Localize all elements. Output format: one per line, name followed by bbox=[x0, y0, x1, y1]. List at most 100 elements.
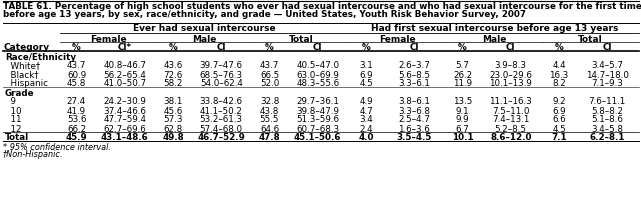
Text: 2.5–4.7: 2.5–4.7 bbox=[398, 116, 430, 124]
Text: Total: Total bbox=[578, 34, 603, 44]
Text: 45.6: 45.6 bbox=[163, 107, 183, 116]
Text: 45.1–50.6: 45.1–50.6 bbox=[294, 133, 342, 143]
Text: 11.1–16.3: 11.1–16.3 bbox=[489, 97, 532, 107]
Text: 56.2–65.4: 56.2–65.4 bbox=[103, 70, 146, 80]
Text: 60.7–68.3: 60.7–68.3 bbox=[296, 124, 339, 133]
Text: 6.9: 6.9 bbox=[359, 70, 373, 80]
Text: 52.0: 52.0 bbox=[260, 80, 279, 89]
Text: 4.9: 4.9 bbox=[359, 97, 373, 107]
Text: CI: CI bbox=[603, 44, 612, 53]
Text: 6.2–8.1: 6.2–8.1 bbox=[590, 133, 625, 143]
Text: 7.1–9.3: 7.1–9.3 bbox=[591, 80, 623, 89]
Text: 7.5–11.0: 7.5–11.0 bbox=[492, 107, 529, 116]
Text: 6.6: 6.6 bbox=[552, 116, 566, 124]
Text: %: % bbox=[265, 44, 274, 53]
Text: 14.7–18.0: 14.7–18.0 bbox=[586, 70, 629, 80]
Text: 72.6: 72.6 bbox=[163, 70, 183, 80]
Text: 41.9: 41.9 bbox=[67, 107, 86, 116]
Text: 41.1–50.2: 41.1–50.2 bbox=[200, 107, 243, 116]
Text: 11.9: 11.9 bbox=[453, 80, 472, 89]
Text: 45.9: 45.9 bbox=[65, 133, 87, 143]
Text: 41.0–50.7: 41.0–50.7 bbox=[103, 80, 146, 89]
Text: Category: Category bbox=[3, 44, 49, 53]
Text: 4.7: 4.7 bbox=[359, 107, 373, 116]
Text: 5.1–8.6: 5.1–8.6 bbox=[591, 116, 623, 124]
Text: Female: Female bbox=[90, 34, 126, 44]
Text: 3.1: 3.1 bbox=[359, 61, 373, 70]
Text: 37.4–46.6: 37.4–46.6 bbox=[103, 107, 146, 116]
Text: 5.8–8.2: 5.8–8.2 bbox=[591, 107, 623, 116]
Text: 9.9: 9.9 bbox=[456, 116, 469, 124]
Text: 51.3–59.6: 51.3–59.6 bbox=[296, 116, 339, 124]
Text: CI: CI bbox=[410, 44, 419, 53]
Text: %: % bbox=[554, 44, 563, 53]
Text: 3.3–6.8: 3.3–6.8 bbox=[398, 107, 430, 116]
Text: 63.0–69.9: 63.0–69.9 bbox=[296, 70, 339, 80]
Text: 38.1: 38.1 bbox=[163, 97, 183, 107]
Text: 10.1–13.9: 10.1–13.9 bbox=[489, 80, 532, 89]
Text: Black†: Black† bbox=[5, 70, 38, 80]
Text: 4.5: 4.5 bbox=[359, 80, 373, 89]
Text: 54.0–62.4: 54.0–62.4 bbox=[200, 80, 243, 89]
Text: 39.7–47.6: 39.7–47.6 bbox=[200, 61, 243, 70]
Text: Hispanic: Hispanic bbox=[5, 80, 48, 89]
Text: 57.3: 57.3 bbox=[163, 116, 183, 124]
Text: 48.3–55.6: 48.3–55.6 bbox=[296, 80, 339, 89]
Text: CI: CI bbox=[506, 44, 515, 53]
Text: 9.1: 9.1 bbox=[456, 107, 469, 116]
Text: 8.2: 8.2 bbox=[552, 80, 566, 89]
Text: CI: CI bbox=[217, 44, 226, 53]
Text: 26.2: 26.2 bbox=[453, 70, 472, 80]
Text: %: % bbox=[72, 44, 81, 53]
Text: Female: Female bbox=[379, 34, 416, 44]
Text: 2.6–3.7: 2.6–3.7 bbox=[398, 61, 430, 70]
Text: 6.9: 6.9 bbox=[552, 107, 566, 116]
Text: before age 13 years, by sex, race/ethnicity, and grade — United States, Youth Ri: before age 13 years, by sex, race/ethnic… bbox=[3, 10, 526, 19]
Text: Race/Ethnicity: Race/Ethnicity bbox=[5, 53, 76, 61]
Text: Grade: Grade bbox=[5, 89, 35, 97]
Text: 2.4: 2.4 bbox=[359, 124, 373, 133]
Text: 3.8–6.1: 3.8–6.1 bbox=[398, 97, 430, 107]
Text: 11: 11 bbox=[5, 116, 22, 124]
Text: %: % bbox=[169, 44, 178, 53]
Text: 39.8–47.9: 39.8–47.9 bbox=[296, 107, 339, 116]
Text: Total: Total bbox=[289, 34, 313, 44]
Text: 40.8–46.7: 40.8–46.7 bbox=[103, 61, 146, 70]
Text: 62.7–69.6: 62.7–69.6 bbox=[103, 124, 146, 133]
Text: Had first sexual intercourse before age 13 years: Had first sexual intercourse before age … bbox=[370, 24, 618, 34]
Text: 4.5: 4.5 bbox=[552, 124, 566, 133]
Text: 3.4–5.8: 3.4–5.8 bbox=[591, 124, 623, 133]
Text: 40.5–47.0: 40.5–47.0 bbox=[296, 61, 339, 70]
Text: 23.0–29.6: 23.0–29.6 bbox=[489, 70, 532, 80]
Text: 9.2: 9.2 bbox=[552, 97, 566, 107]
Text: 32.8: 32.8 bbox=[260, 97, 279, 107]
Text: Ever had sexual intercourse: Ever had sexual intercourse bbox=[133, 24, 276, 34]
Text: 62.8: 62.8 bbox=[163, 124, 183, 133]
Text: 60.9: 60.9 bbox=[67, 70, 86, 80]
Text: 43.7: 43.7 bbox=[260, 61, 279, 70]
Text: 53.6: 53.6 bbox=[67, 116, 86, 124]
Text: 12: 12 bbox=[5, 124, 22, 133]
Text: Male: Male bbox=[482, 34, 506, 44]
Text: * 95% confidence interval.: * 95% confidence interval. bbox=[3, 143, 111, 152]
Text: 1.6–3.6: 1.6–3.6 bbox=[399, 124, 430, 133]
Text: 57.4–68.0: 57.4–68.0 bbox=[200, 124, 243, 133]
Text: 16.3: 16.3 bbox=[549, 70, 569, 80]
Text: 29.7–36.1: 29.7–36.1 bbox=[296, 97, 339, 107]
Text: CI*: CI* bbox=[118, 44, 132, 53]
Text: 43.8: 43.8 bbox=[260, 107, 279, 116]
Text: Male: Male bbox=[192, 34, 217, 44]
Text: 45.8: 45.8 bbox=[67, 80, 86, 89]
Text: 66.2: 66.2 bbox=[67, 124, 86, 133]
Text: 46.7–52.9: 46.7–52.9 bbox=[197, 133, 245, 143]
Text: 7.4–13.1: 7.4–13.1 bbox=[492, 116, 529, 124]
Text: †Non-Hispanic.: †Non-Hispanic. bbox=[3, 150, 63, 159]
Text: 47.7–59.4: 47.7–59.4 bbox=[103, 116, 146, 124]
Text: 55.5: 55.5 bbox=[260, 116, 279, 124]
Text: 4.0: 4.0 bbox=[358, 133, 374, 143]
Text: 33.8–42.6: 33.8–42.6 bbox=[200, 97, 243, 107]
Text: Total: Total bbox=[5, 133, 29, 143]
Text: White†: White† bbox=[5, 61, 40, 70]
Text: 66.5: 66.5 bbox=[260, 70, 279, 80]
Text: 3.5–4.5: 3.5–4.5 bbox=[397, 133, 432, 143]
